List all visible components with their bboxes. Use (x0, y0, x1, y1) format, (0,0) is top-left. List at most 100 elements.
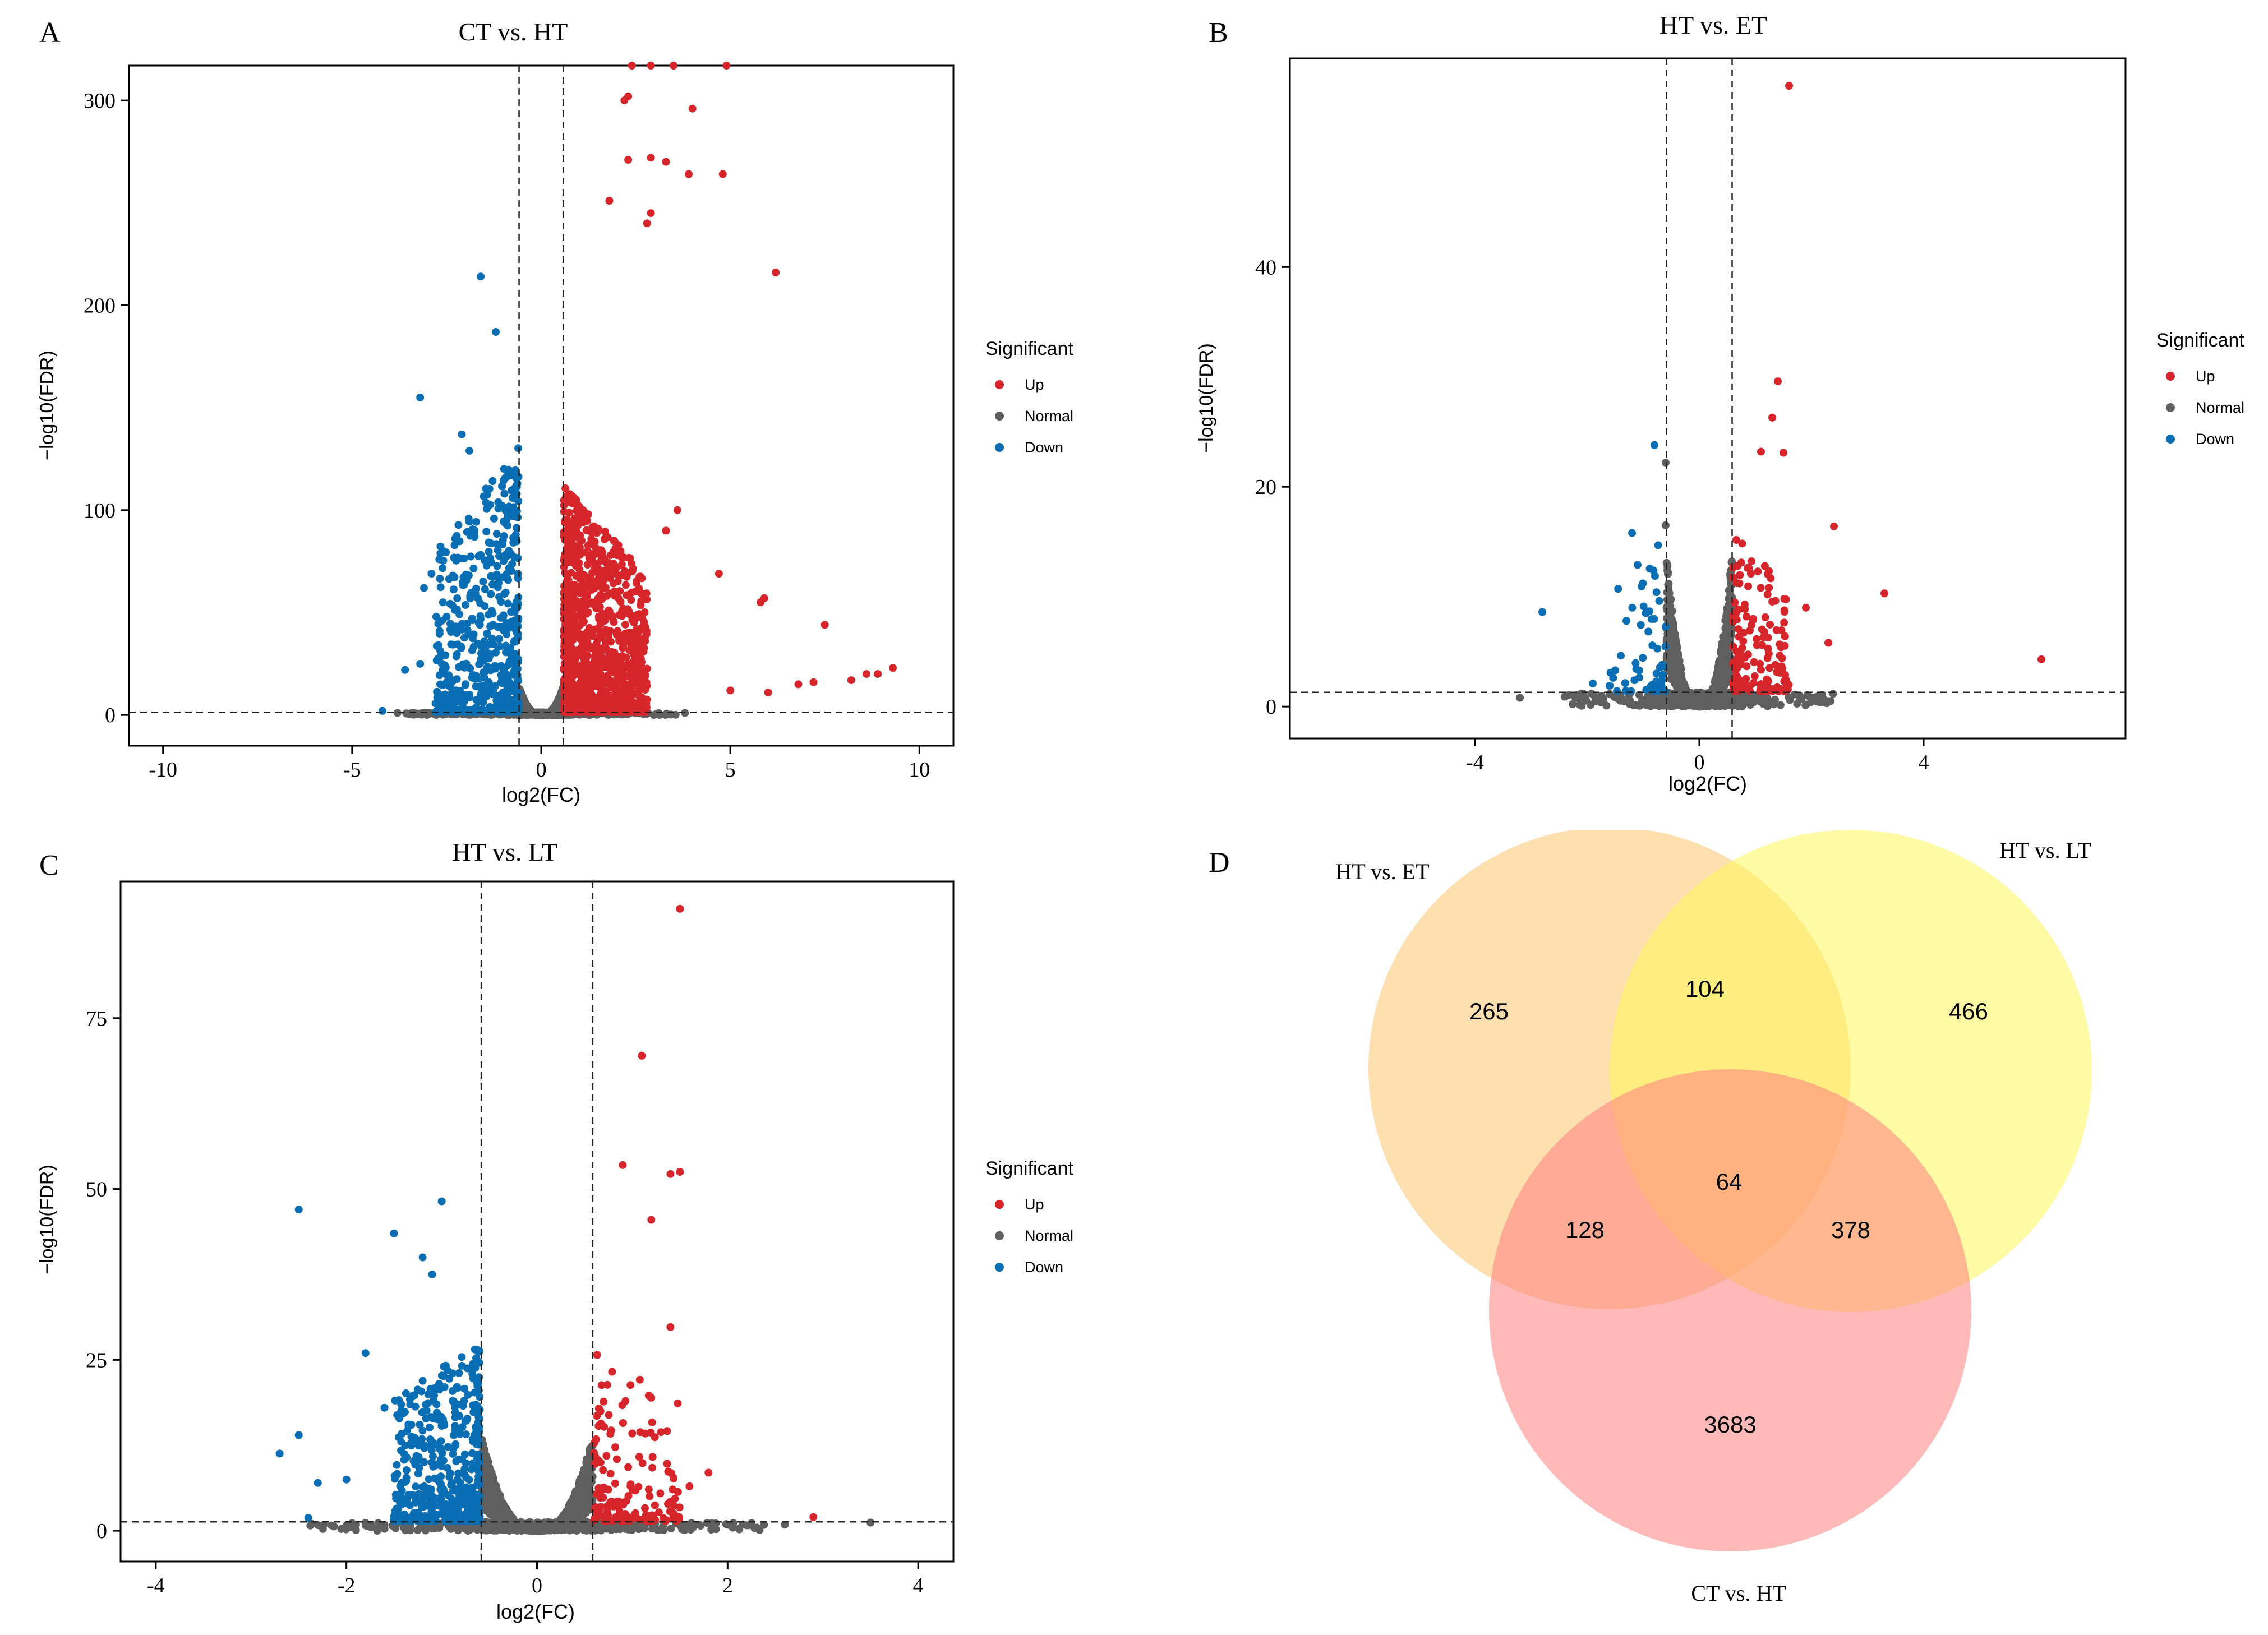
up-point (580, 583, 588, 592)
up-point (647, 62, 655, 70)
down-point (442, 612, 451, 621)
up-point (628, 698, 637, 706)
down-point (479, 578, 487, 586)
down-point (492, 328, 500, 336)
down-point (510, 681, 519, 689)
x-tick-label: 10 (909, 758, 930, 782)
down-point (481, 556, 489, 565)
up-point (605, 676, 614, 685)
up-point (647, 154, 655, 162)
down-point (474, 594, 482, 603)
down-point (471, 675, 479, 683)
down-point (465, 518, 473, 526)
normal-point (652, 710, 660, 718)
up-point (874, 670, 882, 678)
down-point (450, 573, 459, 581)
up-point (722, 62, 731, 70)
up-point (596, 669, 605, 678)
up-point (757, 598, 765, 607)
up-point (624, 605, 632, 613)
down-point (481, 585, 489, 593)
up-point (587, 694, 595, 702)
up-point (634, 679, 642, 687)
up-point (638, 623, 646, 632)
down-point (479, 682, 487, 690)
panel-letter-b: B (1209, 17, 1228, 49)
up-point (637, 601, 645, 609)
up-point (564, 541, 573, 549)
down-point (485, 538, 493, 547)
up-point (610, 648, 619, 657)
down-point (514, 634, 522, 642)
up-point (577, 670, 584, 678)
y-tick-label: 100 (84, 499, 116, 523)
down-point (439, 598, 447, 607)
down-point (416, 393, 425, 401)
down-point (439, 681, 447, 689)
x-axis-label: log2(FC) (502, 783, 580, 806)
up-point (624, 156, 633, 164)
down-point (432, 612, 440, 621)
down-point (483, 491, 491, 499)
up-point (726, 686, 735, 695)
up-point (619, 641, 628, 650)
down-point (500, 489, 509, 498)
down-point (459, 696, 467, 705)
legend-label-normal: Normal (1025, 408, 1073, 424)
legend-label-up: Up (1025, 376, 1044, 393)
down-point (453, 532, 461, 540)
legend-marker-down (995, 443, 1004, 452)
up-point (597, 629, 606, 638)
up-point (573, 583, 581, 592)
up-point (561, 569, 569, 577)
down-point (487, 704, 495, 712)
down-point (476, 612, 485, 620)
down-point (482, 528, 491, 536)
up-point (611, 537, 619, 546)
chart-title: HT vs. ET (1659, 11, 1767, 39)
down-point (514, 593, 523, 602)
down-point (435, 627, 444, 635)
down-point (485, 548, 493, 556)
down-point (487, 607, 496, 615)
down-point (436, 575, 444, 583)
x-tick-label: -5 (343, 758, 361, 782)
up-point (565, 696, 573, 705)
up-point (889, 664, 897, 672)
down-point (507, 608, 515, 616)
up-point (591, 653, 599, 661)
down-point (514, 444, 522, 452)
down-point (452, 652, 460, 661)
up-point (764, 689, 772, 696)
up-point (578, 619, 586, 627)
down-point (420, 584, 428, 592)
normal-point (422, 709, 430, 718)
up-point (633, 579, 640, 588)
up-point (560, 553, 569, 562)
up-point (621, 568, 630, 576)
up-point (591, 579, 600, 587)
up-point (688, 104, 697, 113)
up-point (631, 588, 640, 595)
down-point (453, 594, 462, 602)
down-point (497, 598, 505, 606)
down-point (472, 518, 480, 526)
down-point (497, 671, 505, 679)
normal-point (523, 709, 531, 718)
up-point (575, 646, 583, 654)
down-point (482, 498, 490, 507)
down-point (401, 666, 409, 674)
down-point (416, 659, 425, 668)
up-point (714, 570, 723, 578)
down-point (503, 515, 511, 524)
up-point (564, 584, 572, 593)
up-point (589, 522, 598, 530)
up-point (598, 595, 606, 603)
up-point (625, 553, 633, 562)
down-point (468, 616, 477, 625)
up-point (617, 553, 626, 561)
down-point (500, 532, 508, 540)
up-point (662, 158, 670, 166)
chart-title: CT vs. HT (459, 17, 568, 46)
up-point (588, 569, 597, 577)
